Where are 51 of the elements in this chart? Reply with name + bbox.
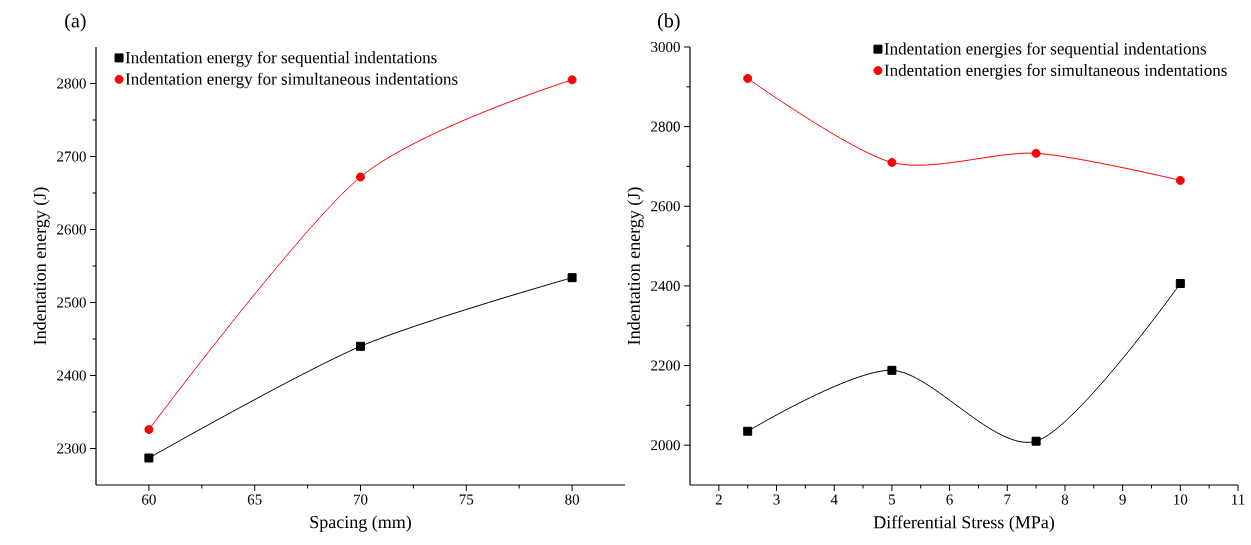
y-tick-label: 2800 [651, 121, 680, 132]
point [144, 425, 154, 435]
point [1031, 436, 1041, 446]
point [144, 453, 154, 463]
x-tick-label: 3 [773, 494, 780, 505]
x-tick-label: 7 [1004, 494, 1011, 505]
x-tick-label: 2 [715, 494, 722, 505]
legend-label: Indentation energy for sequential indentations [125, 51, 437, 67]
x-tick-label: 80 [565, 494, 580, 505]
x-axis-title: Differential Stress (MPa) [873, 515, 1055, 532]
y-axis-title: Indentation energy (J) [627, 187, 644, 345]
point [743, 426, 753, 436]
point [567, 273, 577, 283]
point [887, 365, 897, 375]
point [356, 341, 365, 351]
x-tick-label: 4 [830, 494, 838, 505]
x-tick-label: 60 [142, 494, 156, 505]
point [1175, 279, 1185, 289]
x-tick-label: 75 [459, 494, 474, 505]
point [1175, 175, 1185, 185]
point [743, 73, 753, 83]
x-tick-label: 10 [1174, 494, 1188, 505]
chart-title: (a) [65, 13, 86, 32]
y-tick-label: 2200 [651, 360, 680, 371]
y-tick-label: 2400 [57, 370, 86, 381]
x-tick-label: 6 [946, 494, 953, 505]
x-axis-title: Spacing (mm) [310, 515, 411, 532]
x-tick-label: 5 [889, 494, 896, 505]
y-tick-label: 2400 [651, 280, 680, 291]
point [1031, 148, 1041, 158]
x-tick-label: 8 [1061, 494, 1069, 505]
chart-title: (b) [658, 13, 680, 32]
y-axis-title: Indentation energy (J) [33, 187, 50, 345]
point [356, 172, 365, 182]
y-tick-label: 2600 [651, 201, 680, 212]
legend-label: Indentation energies for simultaneous indentations [884, 63, 1227, 80]
y-tick-label: 2700 [57, 151, 86, 162]
y-tick-label: 2300 [57, 443, 86, 454]
y-tick-label: 2600 [57, 224, 86, 235]
legend-label: Indentation energies for sequential indentations [884, 42, 1206, 59]
legend-label: Indentation energy for simultaneous indentations [125, 72, 458, 89]
y-tick-label: 2500 [57, 297, 86, 308]
x-tick-label: 70 [353, 494, 368, 505]
y-tick-label: 3000 [651, 41, 680, 53]
point [887, 157, 897, 167]
x-tick-label: 11 [1232, 494, 1245, 505]
y-tick-label: 2000 [651, 440, 680, 451]
x-tick-label: 9 [1119, 494, 1126, 505]
point [567, 75, 577, 85]
x-tick-label: 65 [247, 494, 262, 505]
y-tick-label: 2800 [57, 78, 86, 89]
